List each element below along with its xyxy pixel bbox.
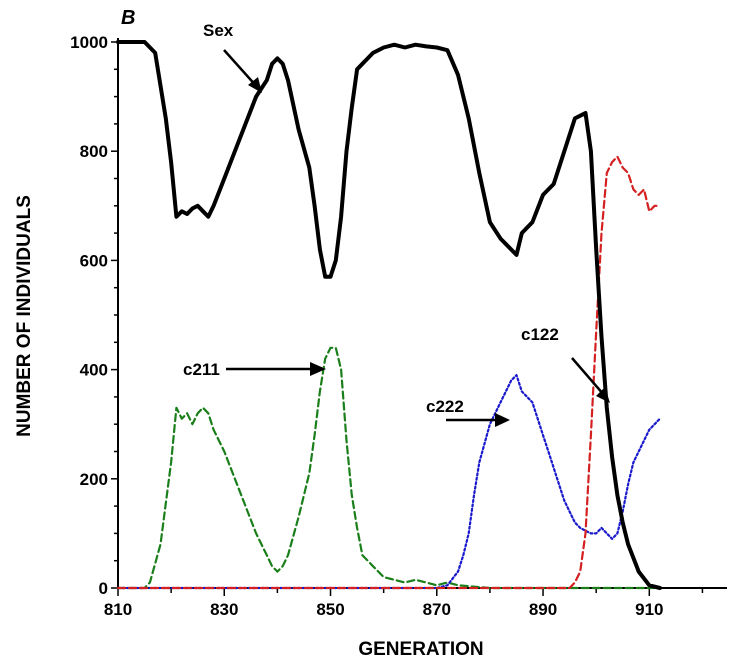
y-tick-label: 1000	[70, 33, 108, 52]
annotation-c222: c222	[426, 397, 464, 416]
x-tick-label: 810	[104, 600, 132, 619]
x-axis-title: GENERATION	[358, 639, 483, 660]
annotation-sex: Sex	[203, 21, 234, 40]
plot-area: 0 200 400 600 800 1000 810 830 850 870 890 910	[70, 33, 727, 619]
y-tick-label: 0	[99, 579, 108, 598]
annotation-c211: c211	[183, 360, 220, 379]
x-tick-label: 870	[423, 600, 451, 619]
annotation-c122-arrowhead	[596, 387, 610, 403]
y-tick-label: 600	[80, 251, 108, 270]
series-line-c122	[116, 155, 661, 590]
series-line-c211	[116, 346, 661, 590]
y-tick-label: 400	[80, 361, 108, 380]
series-line-sex	[116, 40, 662, 590]
annotation-c211-arrowhead	[310, 362, 326, 376]
annotation-c122-arrow	[571, 357, 605, 396]
x-tick-label: 910	[635, 600, 663, 619]
y-tick-label: 200	[80, 470, 108, 489]
y-tick-label: 800	[80, 142, 108, 161]
series-line-c222	[116, 374, 661, 590]
annotation-c122: c122	[521, 325, 559, 344]
annotation-c222-arrowhead	[495, 413, 510, 427]
y-axis-title: NUMBER OF INDIVIDUALS	[14, 195, 35, 437]
x-tick-label: 830	[210, 600, 238, 619]
panel-label: B	[121, 7, 135, 29]
x-tick-label: 850	[316, 600, 344, 619]
x-tick-label: 890	[529, 600, 557, 619]
annotation-sex-arrowhead	[248, 77, 262, 93]
